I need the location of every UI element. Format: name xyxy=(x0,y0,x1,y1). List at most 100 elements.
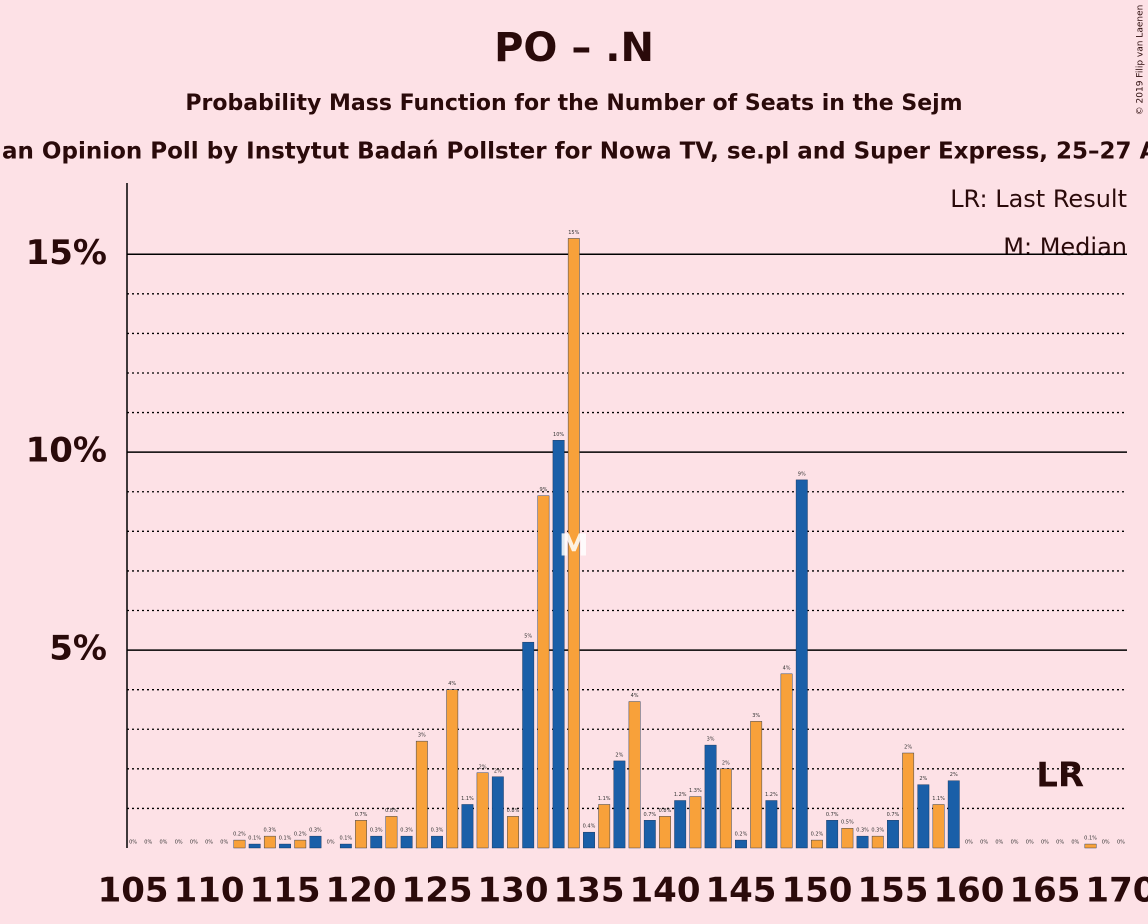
value-label: 0% xyxy=(327,840,335,846)
x-tick-label: 145 xyxy=(705,871,776,911)
value-label: 0.3% xyxy=(370,828,383,834)
bar xyxy=(476,772,489,849)
bar xyxy=(522,641,535,849)
bar xyxy=(704,744,717,849)
bar xyxy=(233,839,246,849)
bar xyxy=(765,800,778,849)
bar xyxy=(887,820,899,849)
value-label: 0% xyxy=(980,840,988,846)
value-label: 0.2% xyxy=(233,832,246,838)
bar xyxy=(507,816,519,849)
value-label: 0.7% xyxy=(355,812,368,818)
bar xyxy=(780,673,793,849)
value-label: 0.2% xyxy=(294,832,307,838)
value-label: 0.2% xyxy=(811,832,824,838)
y-tick-label: 15% xyxy=(26,233,107,273)
bar xyxy=(947,780,960,849)
bar xyxy=(735,839,747,849)
bar xyxy=(902,752,915,849)
value-label: 2% xyxy=(904,745,912,751)
value-label: 0% xyxy=(160,840,168,846)
value-label: 0.1% xyxy=(1084,836,1097,842)
legend-entry: LR: Last Result xyxy=(950,185,1127,213)
bar xyxy=(689,796,702,849)
value-label: 0% xyxy=(1011,840,1019,846)
value-label: 4% xyxy=(448,681,456,687)
value-label: 1.2% xyxy=(674,792,687,798)
bar xyxy=(719,768,732,849)
value-label: 2% xyxy=(494,768,502,774)
bar xyxy=(552,440,565,849)
chart-subtitle: Probability Mass Function for the Number… xyxy=(185,91,962,116)
value-label: 10% xyxy=(553,432,564,438)
chart-title: PO – .N xyxy=(494,25,654,71)
bar xyxy=(795,479,808,849)
bar xyxy=(279,843,291,849)
value-label: 0.2% xyxy=(735,832,748,838)
value-label: 0.3% xyxy=(400,828,413,834)
value-label: 0% xyxy=(129,840,137,846)
x-tick-label: 165 xyxy=(1009,871,1080,911)
x-tick-label: 170 xyxy=(1085,871,1148,911)
value-label: 0.3% xyxy=(856,828,869,834)
bar xyxy=(583,831,595,849)
value-label: 1.3% xyxy=(689,788,702,794)
bar xyxy=(263,835,276,849)
value-label: 0.3% xyxy=(264,828,277,834)
value-label: 3% xyxy=(418,733,426,739)
x-tick-label: 130 xyxy=(478,871,549,911)
bar xyxy=(385,816,398,849)
legend-entry: M: Median xyxy=(1003,233,1127,261)
value-label: 0% xyxy=(1071,840,1079,846)
value-label: 15% xyxy=(568,230,579,236)
value-label: 0% xyxy=(190,840,198,846)
bar xyxy=(415,740,428,849)
bar xyxy=(871,835,884,849)
value-label: 0% xyxy=(1056,840,1064,846)
bar xyxy=(339,843,352,849)
value-label: 2% xyxy=(479,764,487,770)
copyright: © 2019 Filip van Laenen xyxy=(1136,5,1146,116)
value-label: 0% xyxy=(175,840,183,846)
bar xyxy=(613,760,626,849)
bar xyxy=(811,839,823,849)
value-label: 9% xyxy=(798,471,806,477)
x-tick-label: 120 xyxy=(326,871,397,911)
bar xyxy=(355,820,367,849)
value-label: 0.1% xyxy=(339,836,352,842)
value-label: 0.1% xyxy=(279,836,292,842)
bar xyxy=(932,804,945,849)
bar xyxy=(248,843,261,849)
bar xyxy=(856,835,869,849)
value-label: 0.8% xyxy=(385,808,398,814)
value-label: 0.7% xyxy=(887,812,900,818)
value-label: 9% xyxy=(539,487,547,493)
value-label: 0.3% xyxy=(309,828,322,834)
value-label: 1.2% xyxy=(765,792,778,798)
y-tick-label: 10% xyxy=(26,431,107,471)
value-label: 5% xyxy=(524,634,532,640)
value-label: 4% xyxy=(783,665,791,671)
bar xyxy=(491,776,504,849)
value-label: 0.7% xyxy=(826,812,839,818)
value-label: 0.1% xyxy=(248,836,261,842)
bar xyxy=(446,689,459,849)
value-label: 0% xyxy=(205,840,213,846)
annotation: M xyxy=(559,529,589,564)
value-label: 0.3% xyxy=(431,828,444,834)
x-tick-label: 150 xyxy=(781,871,852,911)
value-label: 0.7% xyxy=(643,812,656,818)
value-label: 1.1% xyxy=(932,796,945,802)
value-label: 2% xyxy=(919,776,927,782)
value-label: 0% xyxy=(1026,840,1034,846)
value-label: 0.8% xyxy=(659,808,672,814)
x-tick-label: 160 xyxy=(933,871,1004,911)
bar xyxy=(431,835,443,849)
value-label: 0% xyxy=(144,840,152,846)
value-label: 2% xyxy=(615,752,623,758)
value-label: 3% xyxy=(752,713,760,719)
value-label: 0.5% xyxy=(841,820,854,826)
bar xyxy=(643,820,656,849)
x-tick-label: 140 xyxy=(630,871,701,911)
bar xyxy=(598,804,611,849)
